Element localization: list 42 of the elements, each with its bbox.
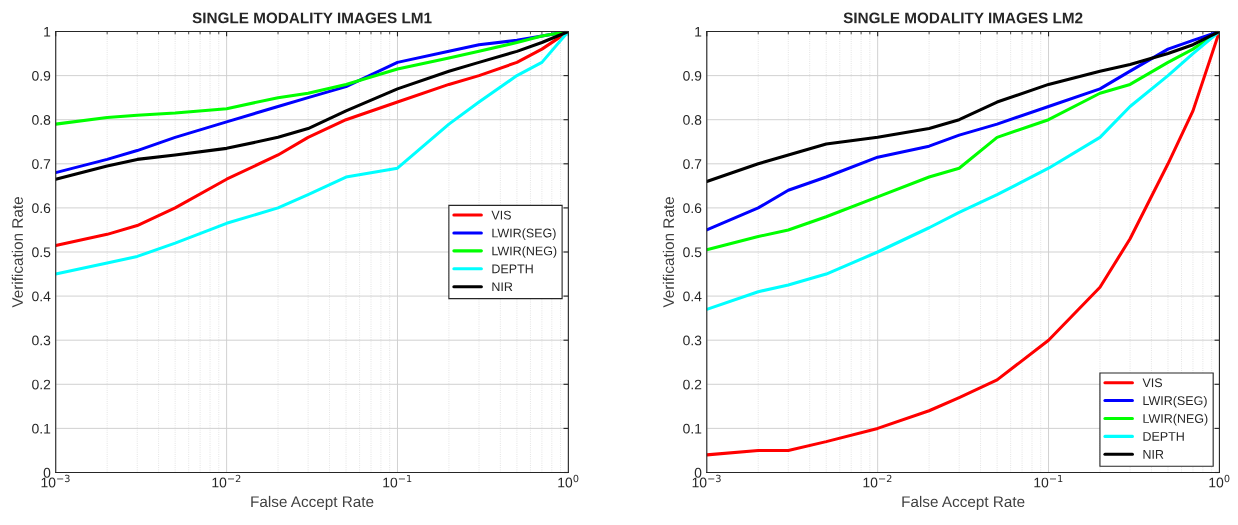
legend-label: VIS xyxy=(491,210,511,220)
y-tick-label: 0.1 xyxy=(683,423,702,434)
x-axis-title: False Accept Rate xyxy=(902,495,1025,511)
y-tick-label: 0.5 xyxy=(683,247,702,258)
y-tick-label: 0.8 xyxy=(683,115,702,125)
y-tick-label: 0.6 xyxy=(32,203,51,214)
y-tick-label: 0.7 xyxy=(683,159,702,169)
x-tick-label: 10$^{−1}$ xyxy=(383,474,412,488)
x-tick-label: 10$^{−2}$ xyxy=(212,474,241,488)
chart-title: SINGLE MODALITY IMAGES LM1 xyxy=(192,12,432,24)
legend-label: LWIR(SEG) xyxy=(492,228,556,240)
y-tick-label: 0.2 xyxy=(32,379,51,390)
y-tick-label: 0.9 xyxy=(32,70,51,81)
y-tick-label: 0.3 xyxy=(32,335,51,346)
y-tick-label: 0.2 xyxy=(683,379,702,390)
y-tick-label: 0.6 xyxy=(683,203,702,214)
y-tick-label: 0.4 xyxy=(683,291,702,302)
chart-title: SINGLE MODALITY IMAGES LM2 xyxy=(843,12,1083,24)
x-tick-label: 10$^{−1}$ xyxy=(1034,474,1063,488)
legend-label: NIR xyxy=(492,282,513,292)
y-axis-title: Verification Rate xyxy=(11,197,23,308)
y-tick-label: 0.7 xyxy=(32,159,51,169)
y-tick-label: 0.1 xyxy=(32,423,51,434)
legend-label: LWIR(NEG) xyxy=(492,246,557,258)
x-tick-label: 10$^{−2}$ xyxy=(863,474,892,488)
y-axis-title: Verification Rate xyxy=(662,197,675,308)
y-tick-label: 0.4 xyxy=(32,291,51,302)
x-tick-label: 10$^{0}$ xyxy=(558,474,579,488)
legend-label: LWIR(SEG) xyxy=(1143,395,1207,408)
y-tick-label: 0.5 xyxy=(32,247,51,258)
x-tick-label: 10$^{0}$ xyxy=(1209,474,1230,488)
legend-label: VIS xyxy=(1142,378,1163,388)
x-axis-title: False Accept Rate xyxy=(251,495,374,511)
legend-label: DEPTH xyxy=(1143,432,1184,441)
y-tick-label: 0.3 xyxy=(683,335,702,346)
legend-label: DEPTH xyxy=(492,264,533,274)
legend-label: LWIR(NEG) xyxy=(1143,413,1208,426)
y-tick-label: 0.9 xyxy=(683,70,702,81)
legend-label: NIR xyxy=(1143,450,1164,459)
y-tick-label: 1 xyxy=(695,26,702,37)
y-tick-label: 0.8 xyxy=(32,115,51,125)
y-tick-label: 1 xyxy=(44,26,51,37)
